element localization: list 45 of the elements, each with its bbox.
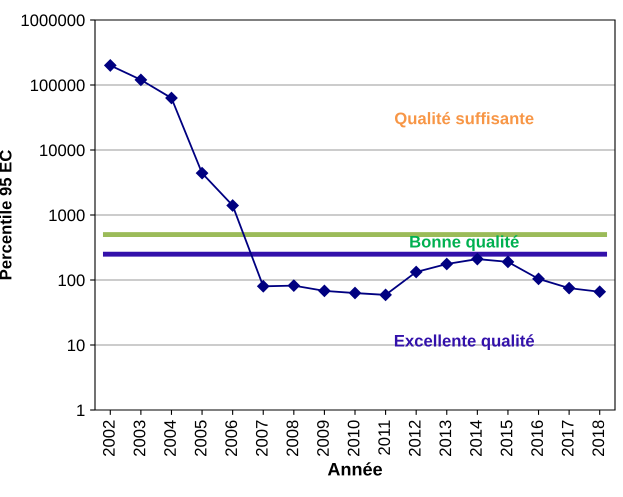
point <box>471 252 484 266</box>
point <box>134 74 147 86</box>
x-tick-label: 2004 <box>164 420 176 456</box>
x-tick-label: 2010 <box>348 420 360 456</box>
x-tick-label: 2008 <box>286 420 298 456</box>
y-tick-label: 100000 <box>30 79 85 92</box>
x-tick-label: 2012 <box>408 420 421 456</box>
y-tick-label: 1000000 <box>22 14 85 26</box>
annotation: Excellente qualité <box>394 334 534 350</box>
point <box>288 280 300 292</box>
point <box>104 59 116 72</box>
x-tick-label: 2009 <box>317 420 329 456</box>
point <box>226 199 239 212</box>
x-tick-label: 2014 <box>470 420 482 456</box>
point <box>165 92 178 104</box>
x-tick-label: 2007 <box>256 420 268 456</box>
point <box>440 258 453 270</box>
x-tick-label: 2017 <box>562 420 574 456</box>
point <box>348 286 362 300</box>
point <box>379 288 392 301</box>
x-tick-label: 2003 <box>134 420 146 456</box>
point <box>594 286 606 298</box>
annotation: Qualité suffisante <box>394 112 534 128</box>
x-tick-label: 2006 <box>225 420 238 456</box>
x-axis-title: Année <box>328 462 382 476</box>
y-tick-label: 1 <box>77 404 84 416</box>
y-tick-label: 100 <box>58 274 85 286</box>
point <box>532 272 545 285</box>
y-tick-label: 10 <box>68 339 85 352</box>
point <box>257 280 270 292</box>
point <box>502 256 514 268</box>
point <box>318 284 331 297</box>
y-tick-label: 10000 <box>40 144 85 156</box>
x-tick-label: 2002 <box>102 420 115 456</box>
x-tick-label: 2005 <box>194 420 207 456</box>
y-tick-label: 1000 <box>49 209 85 222</box>
x-tick-label: 2018 <box>592 420 604 456</box>
point <box>563 282 576 294</box>
point <box>196 167 208 180</box>
x-tick-label: 2016 <box>531 420 544 456</box>
x-tick-label: 2015 <box>500 420 512 456</box>
point <box>410 266 422 278</box>
x-tick-label: 2011 <box>378 420 390 455</box>
annotation: Bonne qualité <box>410 235 519 251</box>
x-tick-label: 2013 <box>439 420 452 456</box>
